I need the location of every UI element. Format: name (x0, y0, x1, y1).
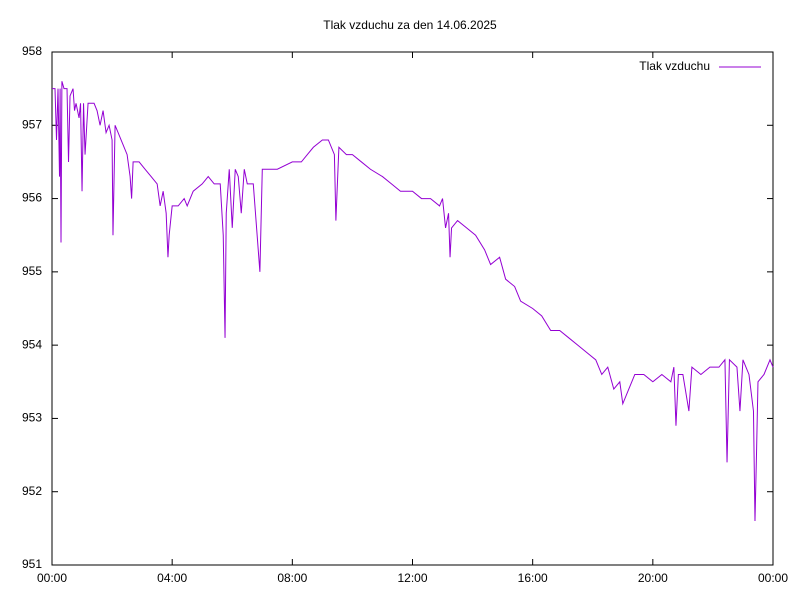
y-tick-label: 957 (22, 117, 42, 131)
x-tick-label: 12:00 (397, 571, 427, 585)
y-tick-label: 955 (22, 264, 42, 278)
x-tick-label: 04:00 (157, 571, 187, 585)
x-tick-label: 00:00 (758, 571, 788, 585)
y-tick-label: 951 (22, 557, 42, 571)
y-tick-label: 958 (22, 44, 42, 58)
x-tick-label: 00:00 (37, 571, 67, 585)
x-tick-label: 16:00 (518, 571, 548, 585)
y-tick-label: 954 (22, 337, 42, 351)
legend-label: Tlak vzduchu (639, 59, 710, 73)
y-tick-label: 953 (22, 411, 42, 425)
x-tick-label: 20:00 (638, 571, 668, 585)
y-tick-label: 952 (22, 484, 42, 498)
line-series (52, 81, 774, 522)
chart-title: Tlak vzduchu za den 14.06.2025 (323, 18, 497, 32)
x-tick-label: 08:00 (277, 571, 307, 585)
y-tick-label: 956 (22, 191, 42, 205)
